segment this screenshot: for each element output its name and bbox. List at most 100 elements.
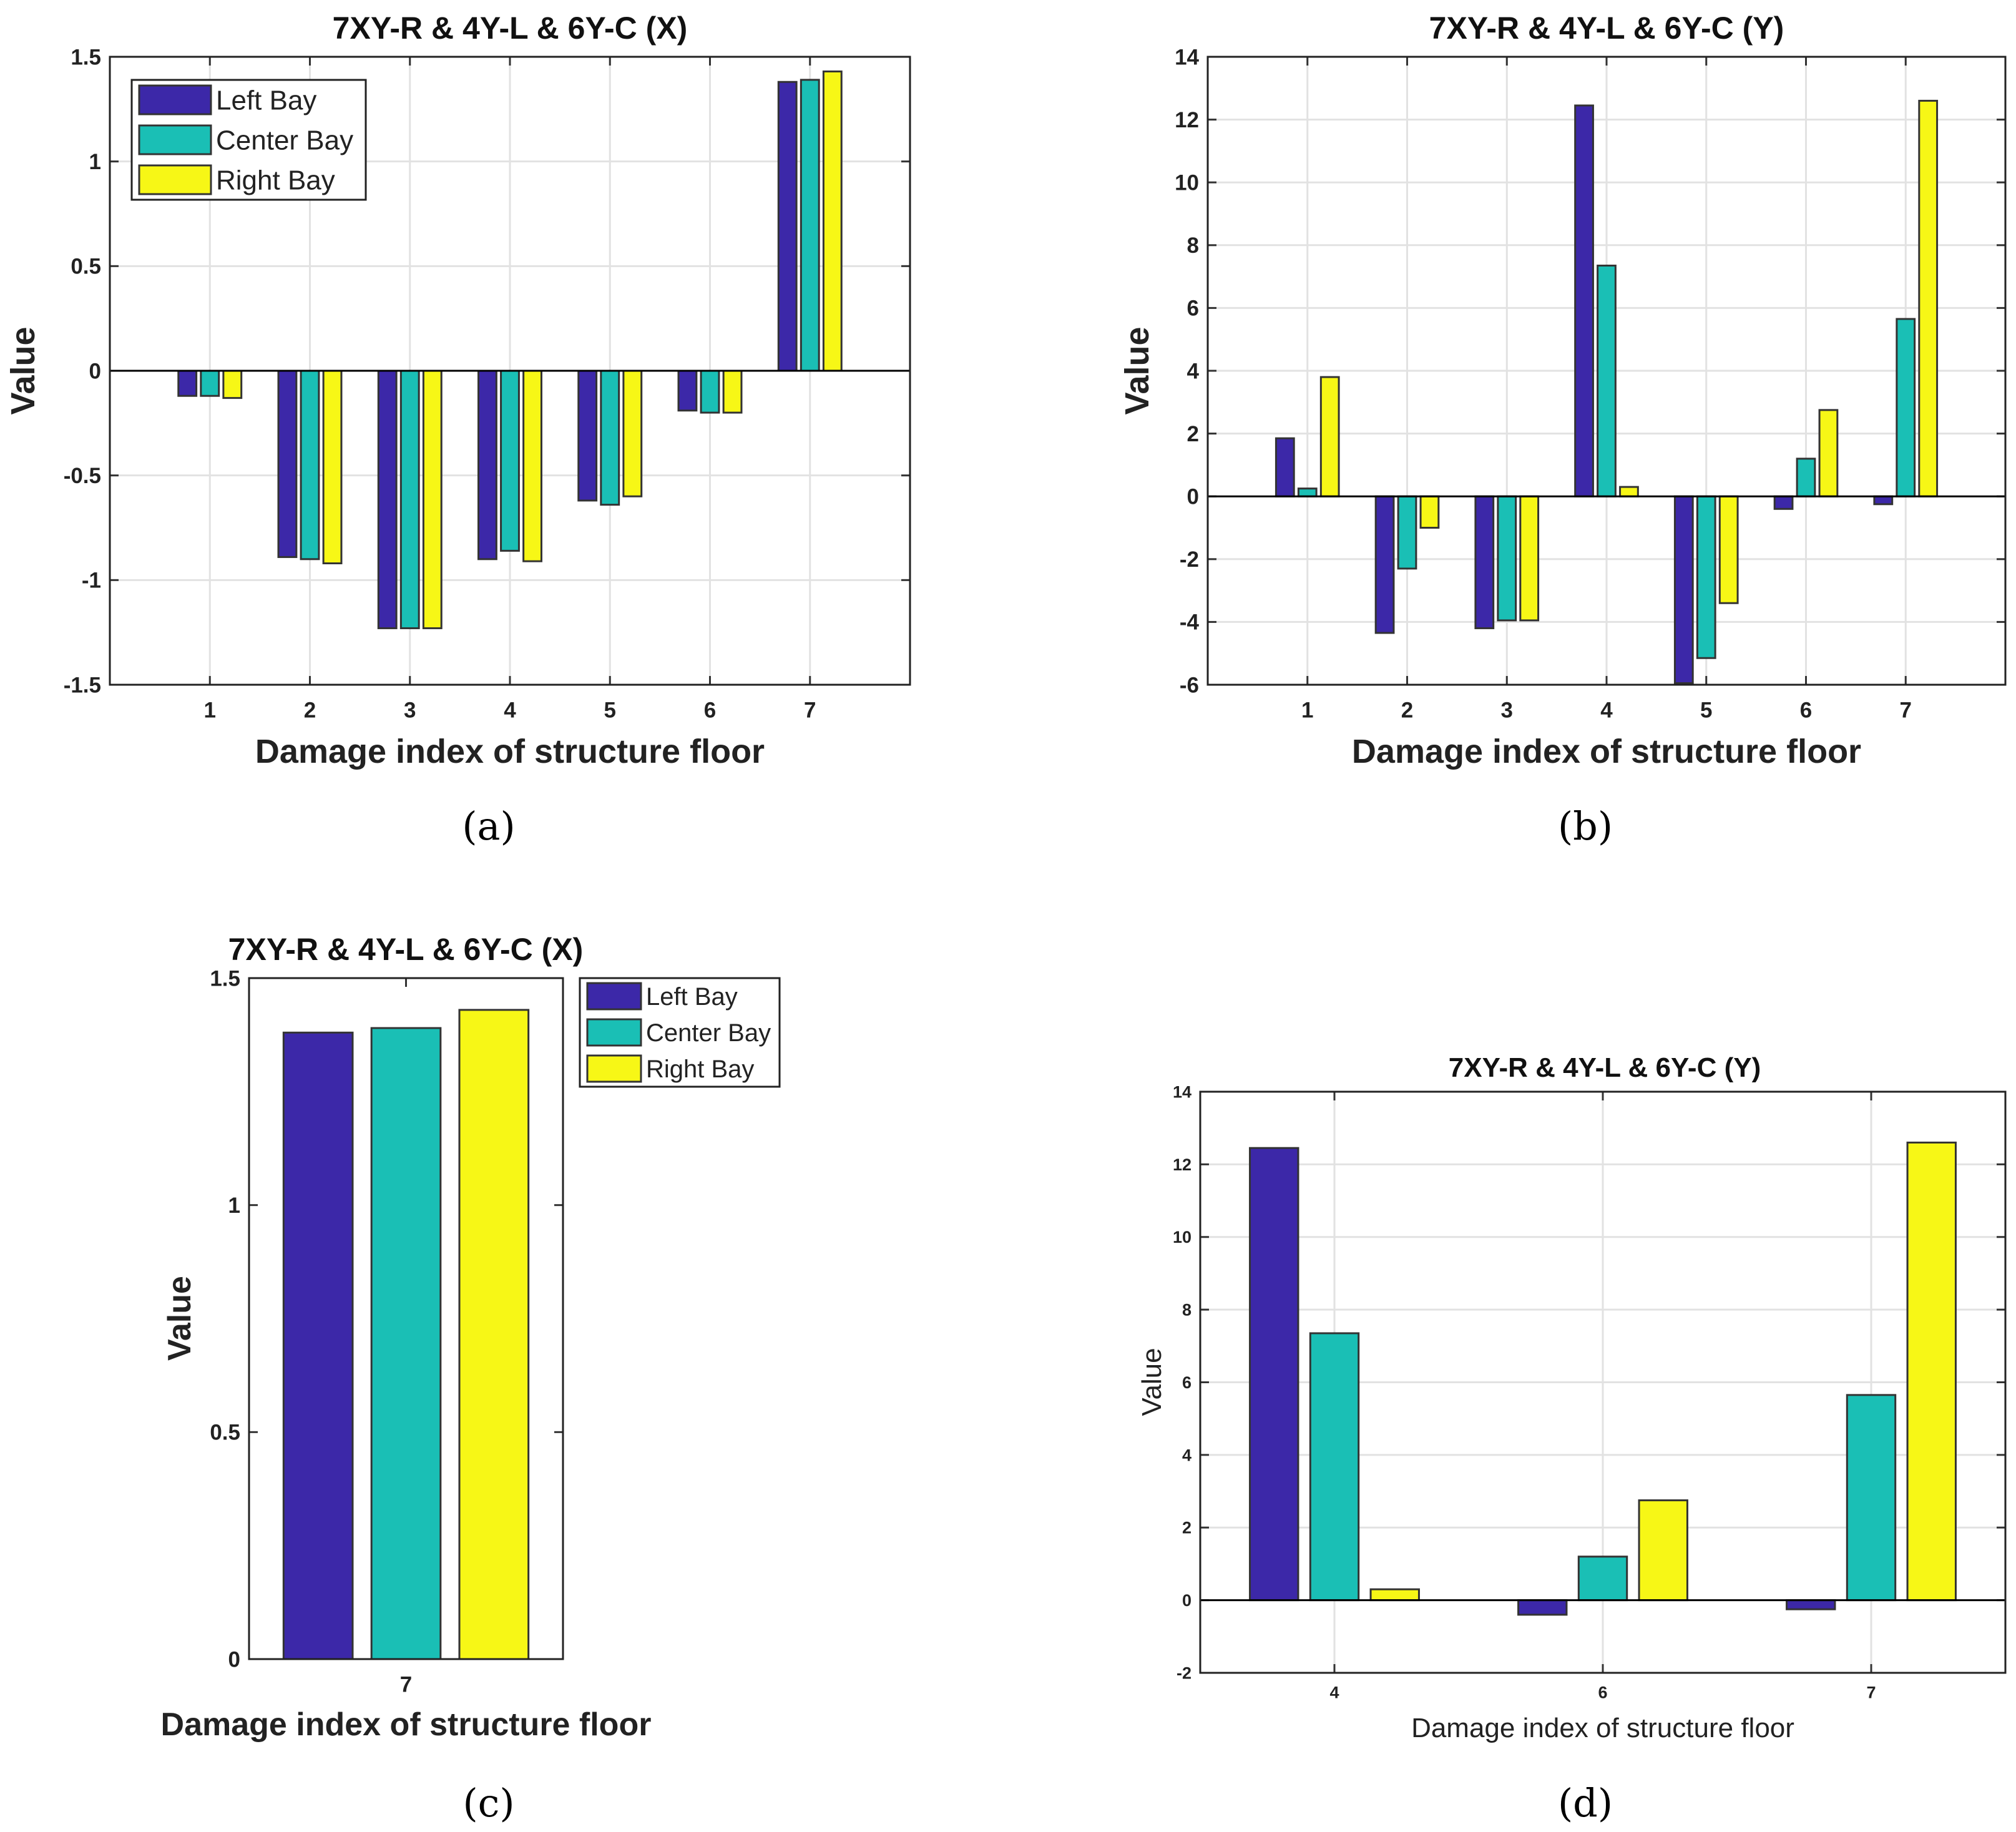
y-tick-label: 0.5 bbox=[71, 255, 101, 279]
bar-right-bay bbox=[1369, 1588, 1420, 1602]
y-tick-label: 0 bbox=[89, 359, 101, 383]
bar-center-bay bbox=[600, 370, 620, 506]
legend-label: Center Bay bbox=[646, 1019, 771, 1047]
x-tick-label: 7 bbox=[1900, 698, 1912, 723]
y-tick-label: 1.5 bbox=[210, 966, 240, 991]
bar-left-bay bbox=[477, 370, 497, 561]
y-tick-label: 2 bbox=[1187, 422, 1199, 446]
bar-right-bay bbox=[1519, 495, 1540, 622]
bar-center-bay bbox=[500, 370, 520, 552]
bar-left-bay bbox=[1474, 495, 1495, 629]
y-tick-label: 10 bbox=[1173, 1228, 1191, 1247]
legend-swatch bbox=[586, 982, 642, 1011]
y-tick-label: 14 bbox=[1175, 45, 1199, 69]
bar-left-bay bbox=[1786, 1599, 1836, 1610]
y-axis-label: Value bbox=[162, 1276, 198, 1361]
bar-center-bay bbox=[200, 370, 220, 397]
bar-right-bay bbox=[1419, 495, 1440, 529]
bar-left-bay bbox=[1574, 104, 1594, 497]
x-tick-label: 6 bbox=[704, 698, 716, 723]
legend-swatch bbox=[586, 1054, 642, 1083]
bar-right-bay bbox=[1918, 99, 1939, 497]
y-tick-label: 1.5 bbox=[71, 45, 101, 69]
legend-label: Left Bay bbox=[646, 983, 738, 1011]
legend-label: Right Bay bbox=[216, 165, 335, 195]
y-tick-label: -6 bbox=[1180, 673, 1199, 697]
x-axis-label: Damage index of structure floor bbox=[1352, 733, 1861, 770]
panel-caption: (b) bbox=[1558, 803, 1613, 849]
legend-swatch bbox=[138, 84, 212, 115]
bar-left-bay bbox=[1517, 1599, 1568, 1616]
y-tick-label: 12 bbox=[1173, 1155, 1191, 1174]
chart-c: 0 0.5 1 1.5 7 7XY-R & 4Y-L & 6Y-C (X) Damage i… bbox=[161, 932, 781, 1826]
bar-left-bay bbox=[377, 370, 398, 629]
y-tick-label: 0.5 bbox=[210, 1421, 240, 1445]
bar-left-bay bbox=[282, 1031, 354, 1660]
bar-right-bay bbox=[1906, 1141, 1957, 1602]
bar-center-bay bbox=[1896, 318, 1916, 497]
bar-left-bay bbox=[1773, 495, 1794, 510]
x-tick-label: 5 bbox=[604, 698, 616, 723]
y-tick-label: -4 bbox=[1180, 610, 1200, 635]
bar-left-bay bbox=[1873, 495, 1894, 506]
legend: Left Bay Center Bay Right Bay bbox=[130, 79, 367, 201]
x-tick-label: 2 bbox=[1401, 698, 1413, 723]
bar-right-bay bbox=[458, 1009, 530, 1660]
x-tick-label: 4 bbox=[1600, 698, 1613, 723]
bar-center-bay bbox=[1796, 458, 1816, 497]
x-tick-label: 7 bbox=[400, 1673, 412, 1697]
y-axis-label: Value bbox=[1118, 326, 1156, 414]
bar-center-bay bbox=[1846, 1394, 1897, 1602]
bar-center-bay bbox=[1297, 487, 1318, 497]
bar-left-bay bbox=[1374, 495, 1395, 634]
x-axis-label: Damage index of structure floor bbox=[255, 733, 765, 770]
x-tick-label: 1 bbox=[1301, 698, 1313, 723]
bar-center-bay bbox=[1577, 1555, 1628, 1602]
y-tick-label: 14 bbox=[1173, 1082, 1191, 1101]
x-axis-label: Damage index of structure floor bbox=[1411, 1713, 1794, 1743]
x-tick-label: 5 bbox=[1700, 698, 1712, 723]
bar-right-bay bbox=[1319, 376, 1340, 497]
y-tick-label: 0 bbox=[228, 1647, 240, 1672]
bar-left-bay bbox=[277, 370, 298, 558]
y-tick-label: 6 bbox=[1187, 296, 1199, 321]
x-tick-label: 2 bbox=[304, 698, 316, 723]
y-tick-label: 8 bbox=[1187, 233, 1199, 258]
bar-center-bay bbox=[1497, 495, 1517, 622]
bar-center-bay bbox=[1309, 1332, 1360, 1602]
legend-label: Left Bay bbox=[216, 85, 316, 115]
panel-caption: (a) bbox=[462, 803, 515, 849]
y-tick-label: 6 bbox=[1182, 1373, 1191, 1392]
legend-swatch bbox=[586, 1018, 642, 1047]
y-tick-label: 1 bbox=[89, 150, 101, 174]
bar-right-bay bbox=[722, 370, 743, 414]
y-tick-label: 1 bbox=[228, 1193, 240, 1218]
legend-label: Right Bay bbox=[646, 1056, 754, 1083]
legend: Left Bay Center Bay Right Bay bbox=[579, 977, 781, 1088]
y-tick-label: -0.5 bbox=[64, 464, 101, 488]
y-tick-label: 2 bbox=[1182, 1519, 1191, 1537]
panel-caption: (d) bbox=[1558, 1780, 1613, 1826]
y-tick-label: 4 bbox=[1187, 359, 1200, 383]
bar-right-bay bbox=[1718, 495, 1739, 604]
bar-left-bay bbox=[677, 370, 698, 412]
x-tick-label: 7 bbox=[1866, 1683, 1876, 1702]
bar-right-bay bbox=[222, 370, 243, 399]
y-axis-label: Value bbox=[1137, 1348, 1167, 1416]
chart-title: 7XY-R & 4Y-L & 6Y-C (Y) bbox=[1429, 11, 1784, 46]
bar-center-bay bbox=[1397, 495, 1417, 570]
bar-left-bay bbox=[1249, 1147, 1299, 1602]
chart-title: 7XY-R & 4Y-L & 6Y-C (X) bbox=[228, 932, 584, 967]
bar-center-bay bbox=[800, 79, 820, 372]
axes-box bbox=[1199, 1090, 2007, 1674]
x-tick-label: 3 bbox=[1501, 698, 1513, 723]
bar-left-bay bbox=[777, 81, 798, 372]
y-tick-label: 10 bbox=[1175, 170, 1199, 195]
bar-center-bay bbox=[1696, 495, 1716, 659]
y-tick-label: 8 bbox=[1182, 1301, 1191, 1320]
bar-right-bay bbox=[1638, 1499, 1688, 1602]
bar-left-bay bbox=[1673, 495, 1694, 684]
panel-caption: (c) bbox=[462, 1780, 514, 1826]
